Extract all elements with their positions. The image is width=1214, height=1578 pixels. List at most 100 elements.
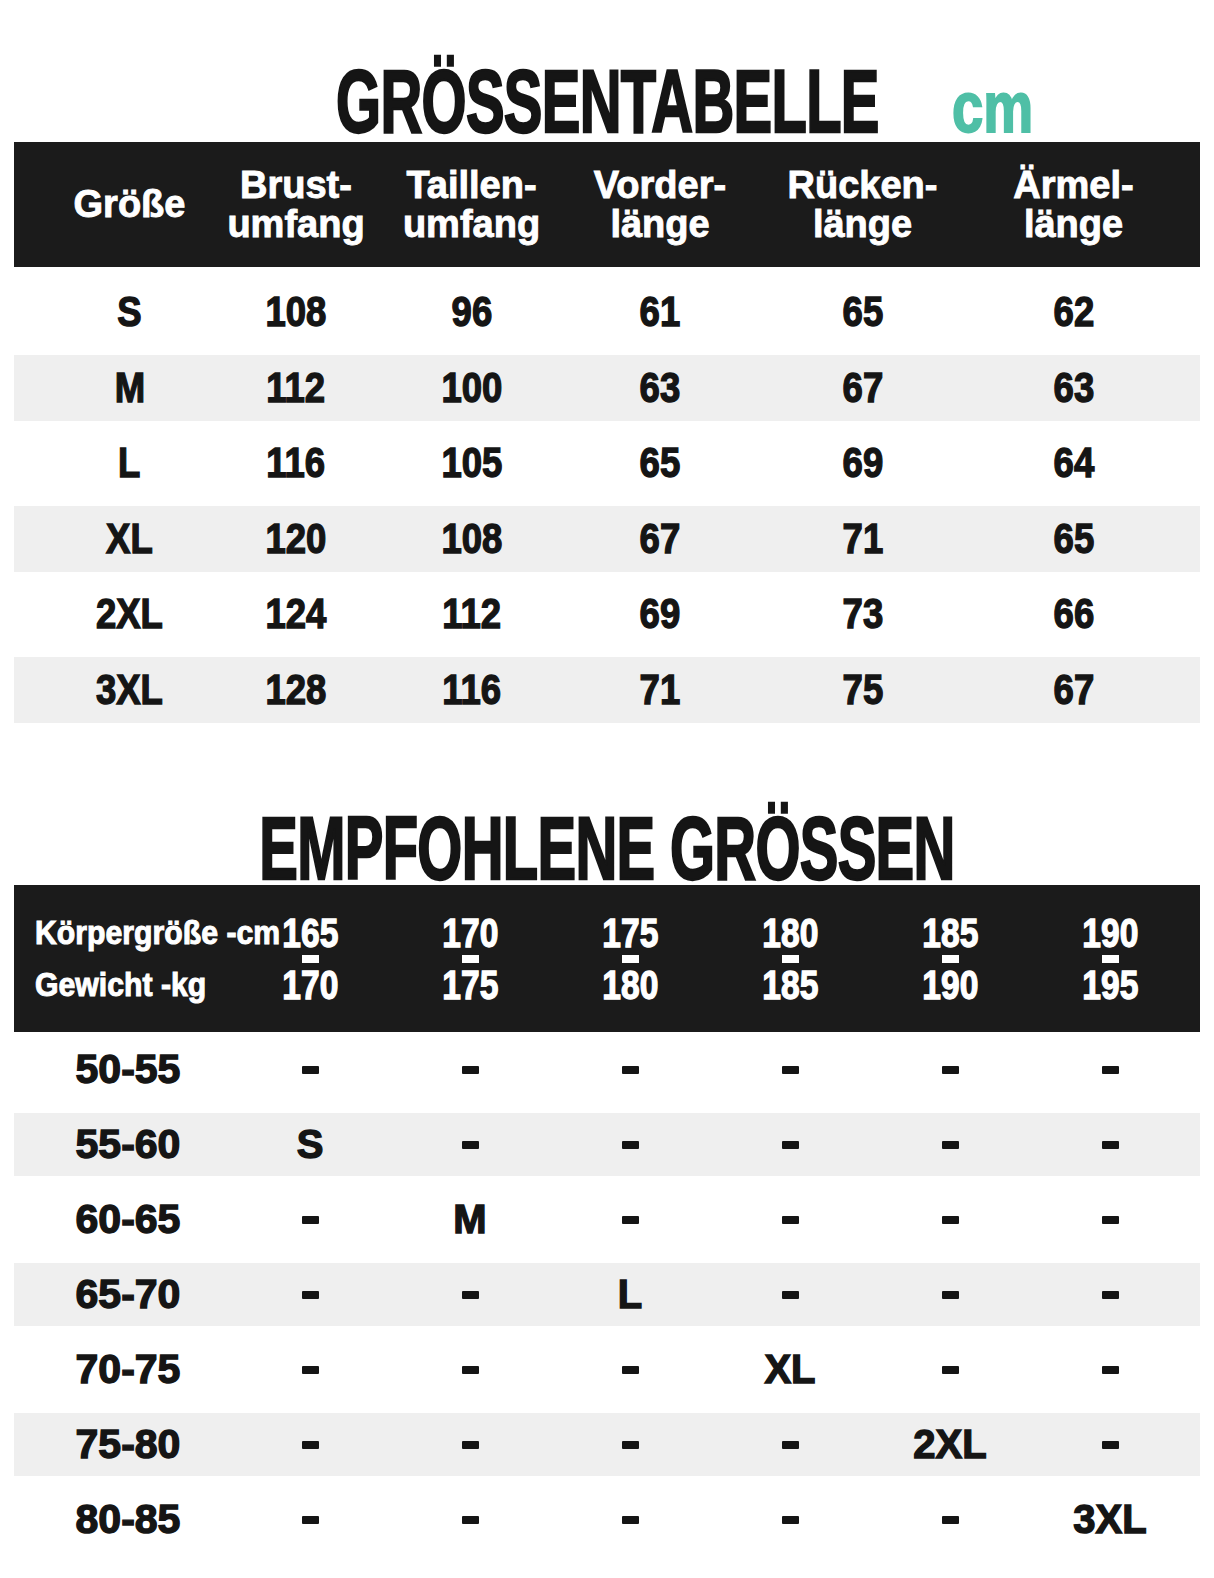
height-range-header: 170175 xyxy=(390,914,550,1004)
weight-range-label: 65-70 xyxy=(14,1263,230,1326)
column-header: Vorder-länge xyxy=(562,142,758,267)
measurement-value: 65 xyxy=(562,425,758,501)
column-header: Größe xyxy=(14,142,211,267)
size-label: 2XL xyxy=(14,576,211,652)
empty-cell: - xyxy=(230,1332,390,1407)
measurement-value: 61 xyxy=(562,274,758,350)
measurement-value: 108 xyxy=(211,274,381,350)
weight-row: 60-65-M---- xyxy=(14,1182,1200,1257)
empty-cell: - xyxy=(1030,1332,1190,1407)
height-from: 185 xyxy=(917,914,984,952)
measurement-value: 112 xyxy=(211,355,381,422)
size-table: GrößeBrust-umfangTaillen-umfangVorder-lä… xyxy=(14,142,1200,727)
empty-cell: - xyxy=(710,1263,870,1326)
size-label: 3XL xyxy=(14,657,211,724)
measurement-value: 67 xyxy=(758,355,967,422)
empty-cell: - xyxy=(390,1263,550,1326)
empty-cell: - xyxy=(870,1032,1030,1107)
weight-row: 55-60S----- xyxy=(14,1107,1200,1182)
height-to: 195 xyxy=(1077,966,1144,1004)
weight-row: 50-55------ xyxy=(14,1032,1200,1107)
weight-row: 75-80----2XL- xyxy=(14,1407,1200,1482)
empty-cell: - xyxy=(710,1413,870,1476)
size-label: S xyxy=(14,274,211,350)
measurement-value: 75 xyxy=(758,657,967,724)
weight-row: 65-70--L--- xyxy=(14,1257,1200,1332)
measurement-value: 64 xyxy=(967,425,1200,501)
corner-labels: Körpergröße -cmGewicht -kg xyxy=(14,914,230,1004)
height-axis-label: Körpergröße -cm xyxy=(35,914,230,952)
height-range-header: 180185 xyxy=(710,914,870,1004)
weight-range-label: 60-65 xyxy=(14,1182,230,1257)
height-to: 180 xyxy=(597,966,664,1004)
section-title-recommended: EMPFOHLENE GRÖSSEN xyxy=(0,804,1214,893)
empty-cell: - xyxy=(710,1182,870,1257)
weight-row: 80-85-----3XL xyxy=(14,1482,1200,1557)
empty-cell: - xyxy=(550,1032,710,1107)
height-range-header: 175180 xyxy=(550,914,710,1004)
measurement-value: 69 xyxy=(758,425,967,501)
recommended-table-header: Körpergröße -cmGewicht -kg16517017017517… xyxy=(14,885,1200,1032)
measurement-value: 62 xyxy=(967,274,1200,350)
weight-range-label: 75-80 xyxy=(14,1413,230,1476)
size-label: L xyxy=(14,425,211,501)
empty-cell: - xyxy=(870,1113,1030,1176)
empty-cell: - xyxy=(550,1413,710,1476)
empty-cell: - xyxy=(1030,1113,1190,1176)
height-from: 175 xyxy=(597,914,664,952)
column-header: Brust-umfang xyxy=(211,142,381,267)
empty-cell: - xyxy=(550,1182,710,1257)
height-from: 170 xyxy=(437,914,504,952)
height-to: 190 xyxy=(917,966,984,1004)
measurement-value: 73 xyxy=(758,576,967,652)
empty-cell: - xyxy=(390,1113,550,1176)
column-header: Ärmel-länge xyxy=(967,142,1200,267)
recommended-size: S xyxy=(230,1113,390,1176)
measurement-value: 105 xyxy=(381,425,562,501)
size-row: 3XL128116717567 xyxy=(14,652,1200,728)
range-dash xyxy=(782,955,799,963)
measurement-value: 63 xyxy=(562,355,758,422)
empty-cell: - xyxy=(710,1482,870,1557)
measurement-value: 108 xyxy=(381,506,562,573)
measurement-value: 67 xyxy=(562,506,758,573)
measurement-value: 67 xyxy=(967,657,1200,724)
size-table-body: S10896616562M112100636763L116105656964XL… xyxy=(14,274,1200,727)
measurement-value: 124 xyxy=(211,576,381,652)
column-header: Rücken-länge xyxy=(758,142,967,267)
range-dash xyxy=(622,955,639,963)
measurement-value: 100 xyxy=(381,355,562,422)
empty-cell: - xyxy=(870,1482,1030,1557)
weight-range-label: 55-60 xyxy=(14,1113,230,1176)
weight-range-label: 80-85 xyxy=(14,1482,230,1557)
measurement-value: 71 xyxy=(758,506,967,573)
empty-cell: - xyxy=(230,1182,390,1257)
empty-cell: - xyxy=(390,1032,550,1107)
size-label: M xyxy=(14,355,211,422)
recommended-size: 2XL xyxy=(870,1413,1030,1476)
recommended-table-body: 50-55------55-60S-----60-65-M----65-70--… xyxy=(14,1032,1200,1557)
height-to: 175 xyxy=(437,966,504,1004)
range-dash xyxy=(1102,955,1119,963)
unit-label: cm xyxy=(952,71,1056,143)
measurement-value: 65 xyxy=(758,274,967,350)
empty-cell: - xyxy=(710,1032,870,1107)
height-to: 185 xyxy=(757,966,824,1004)
recommended-table: Körpergröße -cmGewicht -kg16517017017517… xyxy=(14,885,1200,1557)
recommended-size: L xyxy=(550,1263,710,1326)
recommended-size: XL xyxy=(710,1332,870,1407)
measurement-value: 65 xyxy=(967,506,1200,573)
size-row: XL120108677165 xyxy=(14,501,1200,577)
measurement-value: 96 xyxy=(381,274,562,350)
range-dash xyxy=(942,955,959,963)
empty-cell: - xyxy=(870,1263,1030,1326)
weight-range-label: 70-75 xyxy=(14,1332,230,1407)
empty-cell: - xyxy=(870,1332,1030,1407)
page-title-text: GRÖSSENTABELLE xyxy=(336,57,879,146)
empty-cell: - xyxy=(390,1482,550,1557)
measurement-value: 69 xyxy=(562,576,758,652)
empty-cell: - xyxy=(550,1482,710,1557)
size-row: 2XL124112697366 xyxy=(14,576,1200,652)
height-from: 190 xyxy=(1077,914,1144,952)
height-from: 165 xyxy=(277,914,344,952)
